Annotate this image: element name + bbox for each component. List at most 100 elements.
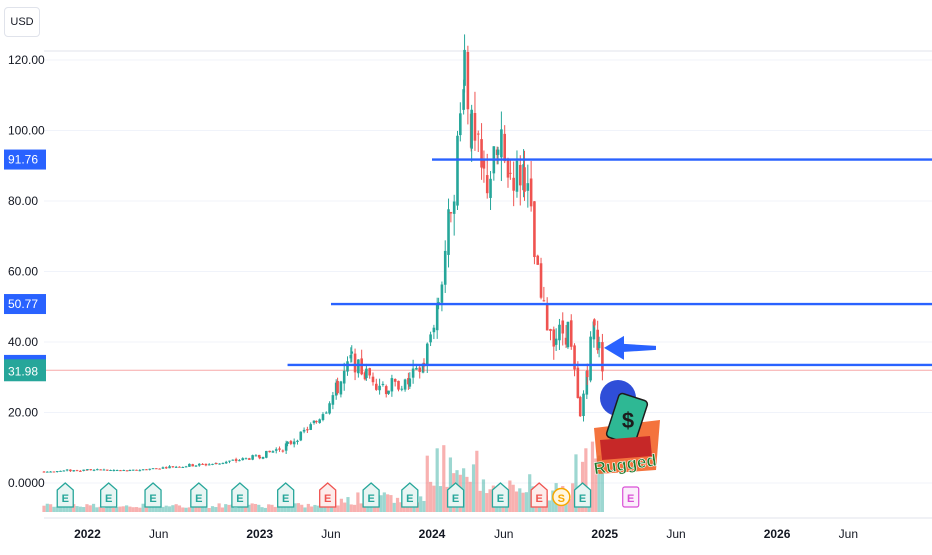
annotation-arrow[interactable] <box>604 335 656 360</box>
candle-body <box>447 209 450 255</box>
earnings-marker-shape <box>446 482 465 508</box>
candle <box>224 460 228 464</box>
candle <box>515 150 519 198</box>
volume-bar <box>389 495 393 512</box>
volume-bar <box>316 505 320 512</box>
candle <box>62 470 66 472</box>
event-marker[interactable]: E <box>144 482 162 508</box>
candle <box>558 318 561 350</box>
candle-body <box>72 470 76 472</box>
candle-body <box>558 324 561 341</box>
candle <box>228 460 231 464</box>
volume-bar <box>257 504 261 512</box>
candle <box>593 318 596 328</box>
earnings-marker-shape <box>401 482 419 508</box>
rugged-sticker: $Rugged <box>592 380 660 479</box>
candle <box>218 463 221 465</box>
candle-body <box>449 212 453 214</box>
candle <box>248 457 251 460</box>
event-marker[interactable]: E <box>319 482 337 508</box>
event-marker[interactable]: E <box>100 482 118 508</box>
event-marker[interactable]: E <box>362 482 380 508</box>
earnings-marker-shape <box>277 482 295 508</box>
candle-body <box>119 470 122 472</box>
dollar-sign-icon: $ <box>622 408 634 433</box>
volume-bar <box>253 503 258 512</box>
volume-bar <box>422 500 426 512</box>
candle <box>191 463 194 467</box>
volume-bar <box>435 448 439 512</box>
volume-bar <box>508 480 512 512</box>
candle <box>315 420 318 424</box>
event-marker-label: E <box>236 493 243 505</box>
event-marker[interactable]: E <box>56 482 74 508</box>
candle-body <box>421 363 425 373</box>
earnings-marker-shape <box>56 482 74 508</box>
candle-body <box>387 390 390 394</box>
candle-body <box>171 466 175 468</box>
candle <box>482 150 486 183</box>
candle-body <box>443 250 447 285</box>
candle <box>552 326 556 360</box>
earnings-marker-shape <box>144 482 162 508</box>
event-marker[interactable]: E <box>573 482 592 508</box>
volume-bar <box>125 505 129 512</box>
event-marker[interactable]: E <box>530 482 548 508</box>
price-axis[interactable]: 120.00 100.00 80.00 60.00 40.00 20.00 0.0000 <box>8 53 45 490</box>
candle <box>470 104 473 162</box>
currency-badge[interactable]: USD <box>4 7 40 37</box>
volume-bar <box>49 504 53 512</box>
volume-bar <box>597 455 601 512</box>
volume-bar <box>528 474 532 512</box>
volume-bar <box>280 504 284 512</box>
event-marker[interactable]: E <box>401 482 419 508</box>
event-marker[interactable]: E <box>190 482 208 508</box>
candle-body <box>86 469 89 471</box>
candle <box>184 465 188 468</box>
candle <box>363 371 367 381</box>
candle-body <box>234 459 238 461</box>
level-price-tag[interactable]: 50.77 <box>4 294 46 315</box>
level-price-tag[interactable]: 91.76 <box>4 149 46 170</box>
candle <box>312 420 316 425</box>
earnings-marker-shape <box>491 482 510 508</box>
event-marker[interactable]: E <box>277 482 295 508</box>
candle-body <box>549 329 552 331</box>
x-tick-label: 2025 <box>591 527 618 541</box>
candle-body <box>597 342 601 349</box>
candle <box>221 462 225 465</box>
event-marker[interactable]: E <box>231 482 249 508</box>
arrow-shape[interactable] <box>604 335 656 360</box>
candle-body <box>42 471 46 473</box>
event-marker[interactable]: S <box>552 487 571 507</box>
candle-body <box>258 456 262 459</box>
candle <box>518 155 522 206</box>
volume-bar <box>428 481 433 512</box>
candle-body <box>82 469 85 471</box>
x-tick-label: Jun <box>321 527 340 541</box>
volume-bar <box>346 497 350 512</box>
time-axis[interactable]: 2022Jun2023Jun2024Jun2025Jun2026Jun202 <box>74 527 932 541</box>
volume-bar <box>343 502 347 512</box>
volume-bar <box>210 506 215 512</box>
candle-body <box>306 429 309 431</box>
candle-body <box>309 424 312 430</box>
event-marker[interactable]: E <box>446 482 465 508</box>
volume-bar <box>128 506 132 512</box>
current-price-bg <box>4 359 46 382</box>
event-marker[interactable]: E <box>622 486 640 508</box>
candle <box>141 469 145 471</box>
candle-body <box>346 361 349 372</box>
x-tick-label: 2023 <box>246 527 273 541</box>
candle-body <box>211 463 214 465</box>
candle-body <box>375 383 378 390</box>
event-marker[interactable]: E <box>491 482 510 508</box>
x-tick-label: Jun <box>666 527 685 541</box>
candle <box>339 380 343 398</box>
current-price-tag[interactable]: 31.98 <box>4 359 46 382</box>
volume-bar <box>95 507 99 512</box>
